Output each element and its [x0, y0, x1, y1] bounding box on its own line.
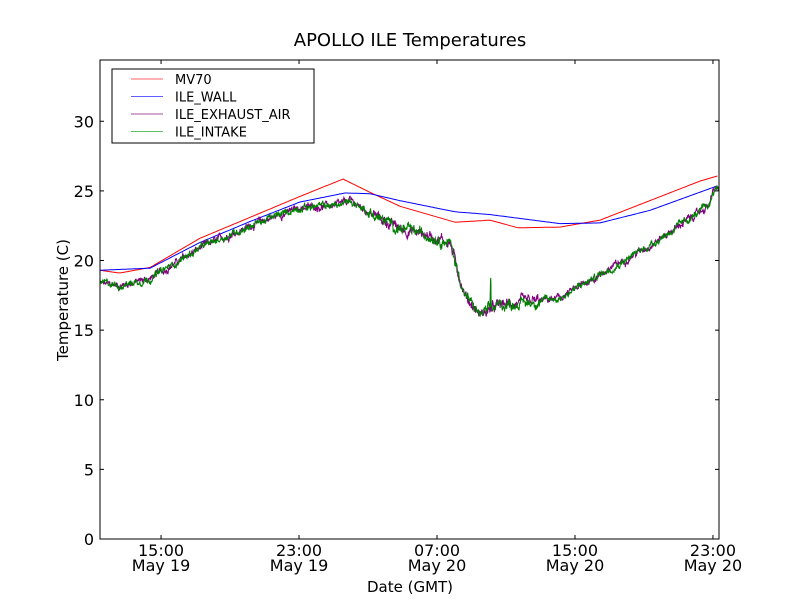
series-line-ile-intake	[99, 185, 719, 317]
y-tick-label: 25	[74, 182, 94, 201]
chart-title: APOLLO ILE Temperatures	[294, 30, 526, 51]
x-axis-label: Date (GMT)	[367, 578, 453, 596]
y-tick-label: 0	[84, 530, 94, 549]
y-tick-label: 15	[74, 321, 94, 340]
x-tick-time: 07:00	[414, 541, 460, 560]
series-line-ile-exhaust-air	[99, 185, 719, 317]
series-layer	[99, 175, 719, 317]
x-tick-date: May 19	[270, 556, 329, 575]
legend-box	[111, 68, 315, 144]
x-tick-date: May 19	[132, 556, 191, 575]
y-tick-label: 10	[74, 391, 94, 410]
y-tick-label: 20	[74, 252, 94, 271]
y-axis-label: Temperature (C)	[54, 239, 72, 362]
x-tick-time: 15:00	[138, 541, 184, 560]
y-tick-label: 30	[74, 112, 94, 131]
series-line-ile-wall	[99, 185, 718, 271]
legend-label: ILE_WALL	[175, 91, 237, 106]
series-line-mv70	[99, 175, 718, 274]
x-tick-time: 23:00	[276, 541, 322, 560]
x-tick-date: May 20	[546, 556, 605, 575]
legend-label: ILE_INTAKE	[175, 126, 247, 141]
x-tick-date: May 20	[684, 556, 743, 575]
x-tick-time: 15:00	[552, 541, 598, 560]
legend-label: ILE_EXHAUST_AIR	[175, 108, 291, 123]
x-tick-time: 23:00	[690, 541, 736, 560]
plot-frame	[99, 59, 720, 540]
x-tick-date: May 20	[408, 556, 467, 575]
legend-label: MV70	[175, 73, 212, 88]
y-tick-label: 5	[84, 460, 94, 479]
legend: MV70 ILE_WALL ILE_EXHAUST_AIR ILE_INTAKE	[111, 68, 315, 144]
y-axis: 0 5 10 15 20 25 30	[74, 112, 719, 549]
